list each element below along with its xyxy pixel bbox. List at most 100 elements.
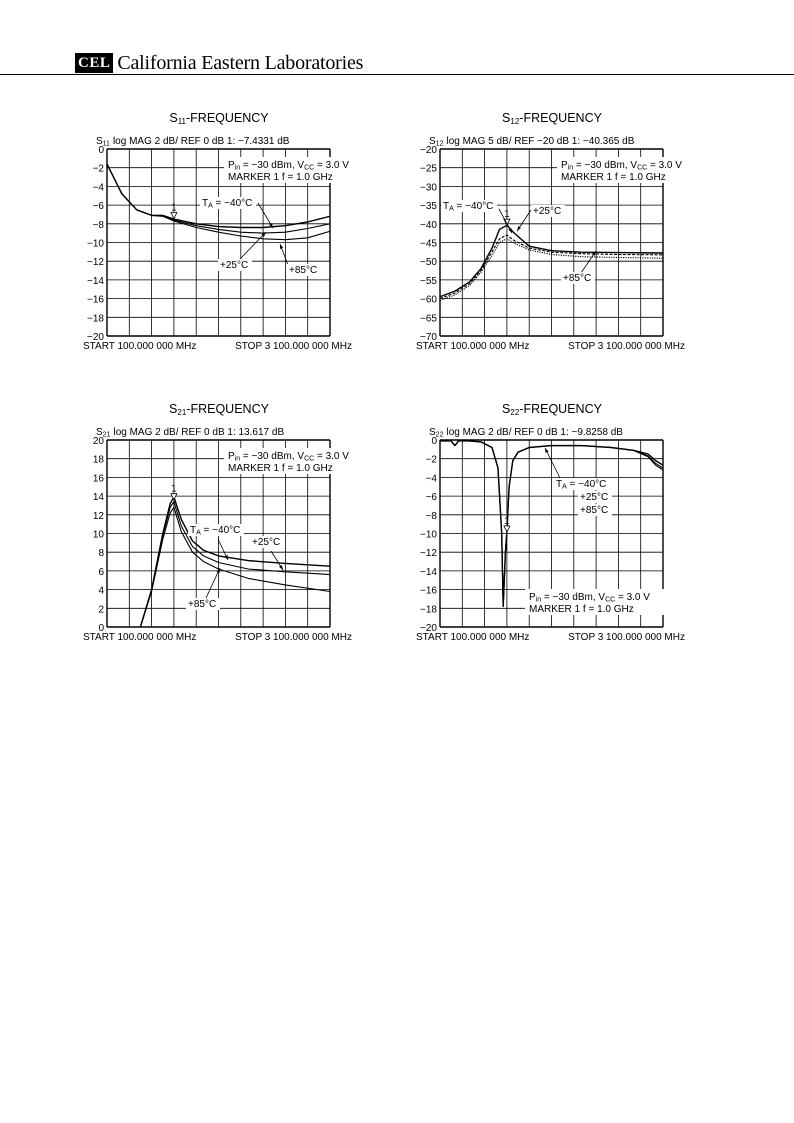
header-symbol: S <box>429 427 436 438</box>
header-text: log MAG 2 dB/ REF 0 dB 1: −7.4331 dB <box>113 136 290 147</box>
cond-end: = 3.0 V <box>314 451 349 462</box>
temperature-label: +85°C <box>289 265 317 276</box>
annotation-arrowhead <box>216 568 220 573</box>
y-tick-label: −20 <box>87 332 104 343</box>
header-subscript: 12 <box>436 141 444 148</box>
y-tick-label: −20 <box>420 623 437 634</box>
y-tick-label: −40 <box>420 220 437 231</box>
series-line-2 <box>440 234 663 300</box>
title-subscript: 22 <box>510 408 519 417</box>
temp-sub: A <box>562 484 567 491</box>
y-tick-label: −12 <box>420 548 437 559</box>
cond-p-sub: in <box>235 165 241 172</box>
cond-marker: MARKER 1 f = 1.0 GHz <box>228 463 333 474</box>
title-symbol: S <box>502 111 510 125</box>
annotation-arrowhead <box>280 244 284 249</box>
stop-label: STOP 3 100.000 000 MHz <box>235 341 352 352</box>
temp-text: T <box>202 198 208 209</box>
temp-text: +85°C <box>580 505 608 516</box>
temp-rest: = −40°C <box>201 525 241 536</box>
y-tick-label: 16 <box>93 473 105 484</box>
temp-text: +25°C <box>220 260 248 271</box>
y-tick-label: −10 <box>420 530 437 541</box>
series-line-3 <box>139 506 330 627</box>
y-tick-label: 4 <box>98 586 104 597</box>
annotation-bg <box>578 504 612 516</box>
y-tick-label: −25 <box>420 164 437 175</box>
header-symbol: S <box>429 136 436 147</box>
temp-text: +25°C <box>533 206 561 217</box>
header-subscript: 21 <box>103 432 111 439</box>
y-tick-label: 0 <box>98 145 104 156</box>
cond-marker: MARKER 1 f = 1.0 GHz <box>228 172 333 183</box>
title-text: -FREQUENCY <box>519 402 602 416</box>
start-label: START 100.000 000 MHz <box>83 341 196 352</box>
y-tick-label: −8 <box>426 511 438 522</box>
y-tick-label: 14 <box>93 492 105 503</box>
y-tick-label: −4 <box>426 473 438 484</box>
chart-title: S11-FREQUENCY <box>169 111 269 126</box>
series-line-3 <box>107 163 330 241</box>
annotation-arrowhead <box>545 448 549 453</box>
page-header: CEL California Eastern Laboratories <box>75 50 363 76</box>
cond-p-sub: in <box>235 456 241 463</box>
y-tick-label: −35 <box>420 201 437 212</box>
y-tick-label: −45 <box>420 239 437 250</box>
temp-rest: = −40°C <box>213 198 253 209</box>
cond-end: = 3.0 V <box>314 160 349 171</box>
y-tick-label: −20 <box>420 145 437 156</box>
annotation-bg <box>441 200 497 212</box>
condition-line-1: Pin = −30 dBm, VCC = 3.0 V <box>529 592 650 604</box>
annotation-bg <box>578 491 612 503</box>
chart-title: S22-FREQUENCY <box>502 402 603 417</box>
title-symbol: S <box>169 402 177 416</box>
temp-sub: A <box>196 530 201 537</box>
condition-line-1: Pin = −30 dBm, VCC = 3.0 V <box>561 160 682 172</box>
temp-sub: A <box>208 203 213 210</box>
temp-rest: = −40°C <box>454 201 494 212</box>
header-symbol: S <box>96 427 103 438</box>
stop-label: STOP 3 100.000 000 MHz <box>568 341 685 352</box>
annotation-leader <box>257 202 274 229</box>
header-subscript: 22 <box>436 432 444 439</box>
y-tick-label: −14 <box>420 567 437 578</box>
condition-box <box>557 157 685 183</box>
annotation-leader <box>544 447 562 481</box>
temperature-label: +85°C <box>580 505 608 516</box>
y-tick-label: −65 <box>420 313 437 324</box>
marker-triangle <box>170 212 178 220</box>
y-tick-label: −55 <box>420 276 437 287</box>
annotation-bg <box>188 524 244 536</box>
header-text: log MAG 2 dB/ REF 0 dB 1: 13.617 dB <box>113 427 284 438</box>
start-label: START 100.000 000 MHz <box>83 632 196 643</box>
cond-v-sub: CC <box>304 165 314 172</box>
y-tick-label: −6 <box>93 201 105 212</box>
y-tick-label: −2 <box>426 455 438 466</box>
y-tick-label: −16 <box>87 295 104 306</box>
temp-rest: = −40°C <box>567 479 607 490</box>
y-tick-label: 8 <box>98 548 104 559</box>
temp-text: +85°C <box>188 599 216 610</box>
temperature-label: TA = −40°C <box>556 479 606 491</box>
y-tick-label: 12 <box>93 511 105 522</box>
condition-line-2: MARKER 1 f = 1.0 GHz <box>529 604 634 615</box>
annotation-bg <box>554 478 610 490</box>
cond-v-sub: CC <box>605 597 615 604</box>
title-text: -FREQUENCY <box>186 402 269 416</box>
stop-label: STOP 3 100.000 000 MHz <box>235 632 352 643</box>
y-tick-label: −70 <box>420 332 437 343</box>
y-tick-label: 18 <box>93 455 105 466</box>
condition-box <box>224 157 352 183</box>
chart-title: S12-FREQUENCY <box>502 111 603 126</box>
annotation-bg <box>186 598 220 610</box>
condition-line-2: MARKER 1 f = 1.0 GHz <box>228 172 333 183</box>
cond-p: P <box>228 160 235 171</box>
y-tick-label: 0 <box>431 436 437 447</box>
header-subscript: 11 <box>103 141 110 148</box>
cond-end: = 3.0 V <box>647 160 682 171</box>
temperature-label: TA = −40°C <box>202 198 252 210</box>
temperature-label: +25°C <box>220 260 248 271</box>
